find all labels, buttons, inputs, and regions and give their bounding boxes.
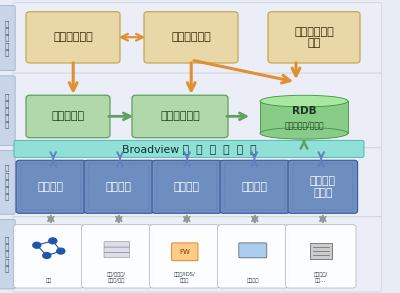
FancyBboxPatch shape — [0, 6, 15, 71]
Text: 防火墙/IDS/
防病毒: 防火墙/IDS/ 防病毒 — [174, 272, 196, 283]
Text: 事
件
管
理
层: 事 件 管 理 层 — [5, 93, 9, 128]
Text: 桌面管理: 桌面管理 — [242, 182, 268, 192]
FancyBboxPatch shape — [218, 225, 288, 288]
FancyBboxPatch shape — [13, 148, 382, 217]
FancyBboxPatch shape — [0, 219, 15, 289]
FancyBboxPatch shape — [132, 95, 228, 138]
FancyBboxPatch shape — [286, 225, 356, 288]
FancyBboxPatch shape — [144, 12, 238, 63]
FancyBboxPatch shape — [104, 252, 130, 258]
Text: 网络管理: 网络管理 — [38, 182, 64, 192]
FancyBboxPatch shape — [220, 160, 290, 213]
Text: 服务流程管理: 服务流程管理 — [53, 32, 93, 42]
Text: 统一资源库/知识库: 统一资源库/知识库 — [284, 120, 324, 129]
FancyBboxPatch shape — [268, 12, 360, 63]
Text: FW: FW — [179, 249, 190, 255]
FancyBboxPatch shape — [13, 217, 382, 292]
Text: 桌面终端: 桌面终端 — [246, 278, 259, 283]
Circle shape — [33, 242, 41, 248]
FancyBboxPatch shape — [14, 225, 84, 288]
Text: 机房环境/
电量...: 机房环境/ 电量... — [314, 272, 328, 283]
Text: 被
管
对
象
层: 被 管 对 象 层 — [5, 237, 9, 272]
FancyBboxPatch shape — [26, 12, 120, 63]
FancyBboxPatch shape — [104, 247, 130, 252]
FancyBboxPatch shape — [150, 225, 220, 288]
Ellipse shape — [260, 95, 348, 107]
Polygon shape — [260, 101, 348, 133]
FancyBboxPatch shape — [0, 151, 15, 214]
Text: 应用管理: 应用管理 — [106, 182, 132, 192]
FancyBboxPatch shape — [0, 76, 15, 145]
FancyBboxPatch shape — [16, 160, 86, 213]
FancyBboxPatch shape — [13, 73, 382, 148]
Text: 系统数据交换
接口: 系统数据交换 接口 — [294, 27, 334, 48]
Text: 统一运行展观: 统一运行展观 — [171, 32, 211, 42]
FancyBboxPatch shape — [14, 140, 364, 157]
FancyBboxPatch shape — [310, 243, 332, 259]
FancyBboxPatch shape — [82, 225, 152, 288]
Text: 基
础
监
测
层: 基 础 监 测 层 — [5, 165, 9, 200]
Text: RDB: RDB — [292, 106, 316, 116]
Ellipse shape — [260, 127, 348, 139]
FancyBboxPatch shape — [104, 242, 130, 247]
Circle shape — [57, 248, 65, 254]
FancyBboxPatch shape — [13, 3, 382, 74]
FancyBboxPatch shape — [239, 243, 267, 258]
FancyBboxPatch shape — [26, 95, 110, 138]
FancyBboxPatch shape — [152, 160, 222, 213]
FancyBboxPatch shape — [84, 160, 154, 213]
Text: 事件分析引警: 事件分析引警 — [160, 111, 200, 122]
Text: 事件规则库: 事件规则库 — [52, 111, 84, 122]
FancyBboxPatch shape — [288, 160, 358, 213]
Text: Broadview 统  一  数  据  接  口: Broadview 统 一 数 据 接 口 — [122, 144, 256, 154]
Circle shape — [43, 253, 51, 258]
Circle shape — [49, 238, 57, 244]
FancyBboxPatch shape — [172, 243, 198, 261]
Text: 安全管理: 安全管理 — [174, 182, 200, 192]
Text: 运
行
服
务
层: 运 行 服 务 层 — [5, 21, 9, 56]
Text: 网络: 网络 — [46, 278, 52, 283]
Text: 数据接口
适配器: 数据接口 适配器 — [310, 176, 336, 197]
Text: 主机/数据库/
中间件/应用: 主机/数据库/ 中间件/应用 — [107, 272, 126, 283]
